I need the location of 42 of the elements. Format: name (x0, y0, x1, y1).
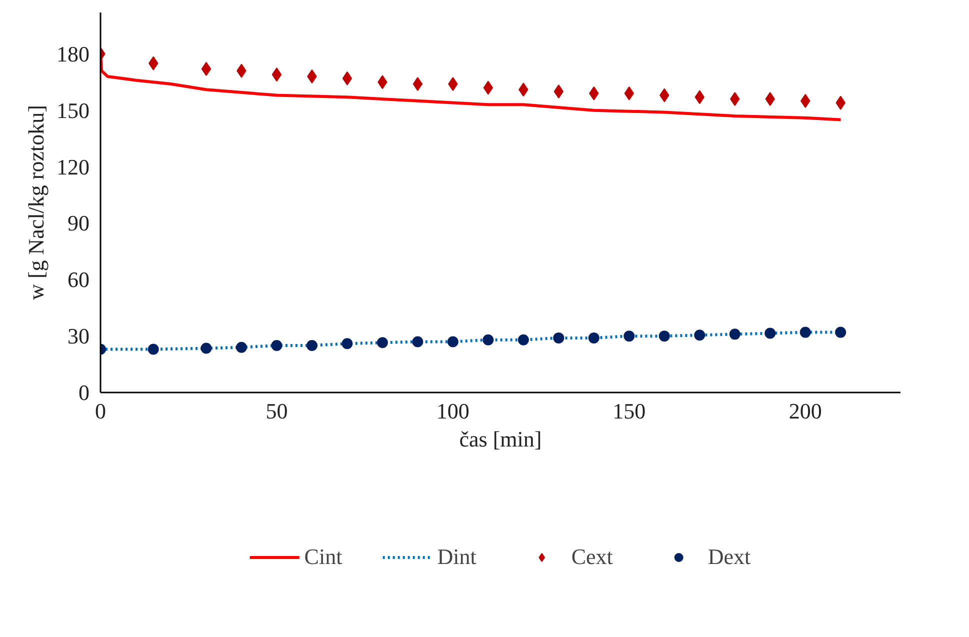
point (201, 62, 212, 76)
y-tick-label: 90 (68, 210, 90, 236)
point (148, 344, 159, 355)
y-tick-label: 30 (68, 324, 90, 349)
x-tick-label: 150 (612, 398, 646, 424)
point (200, 342, 212, 354)
point (518, 334, 529, 346)
point (342, 71, 352, 86)
point (482, 334, 494, 346)
legend-label: Dext (708, 544, 751, 570)
point (800, 326, 811, 338)
legend-label: Cint (304, 544, 342, 570)
point (412, 76, 423, 91)
point (624, 330, 635, 342)
point (694, 330, 706, 341)
point (412, 336, 424, 348)
y-axis-title: w [g Nacl/kg roztoku] (24, 105, 48, 300)
legend-label: Dint (437, 544, 476, 570)
point (236, 342, 247, 353)
point (376, 337, 388, 348)
x-tick-label: 200 (788, 398, 822, 424)
x-axis-title: čas [min] (459, 426, 542, 452)
y-tick-label: 120 (56, 154, 90, 180)
x-tick-label: 50 (266, 398, 288, 424)
y-tick-label: 150 (56, 98, 90, 123)
point (447, 336, 458, 348)
point (306, 340, 318, 351)
y-tick-label: 0 (78, 380, 90, 405)
point (729, 328, 740, 340)
point (835, 326, 846, 338)
point (764, 328, 776, 339)
y-tick-label: 60 (68, 267, 90, 292)
point (658, 330, 670, 342)
point (271, 340, 282, 351)
x-tick-label: 100 (436, 398, 470, 424)
point (588, 332, 600, 344)
point (342, 338, 353, 350)
point (272, 68, 282, 82)
point (553, 332, 564, 344)
x-tick-label: 0 (95, 398, 106, 424)
y-tick-label: 180 (56, 41, 90, 66)
legend-label: Cext (571, 544, 613, 570)
